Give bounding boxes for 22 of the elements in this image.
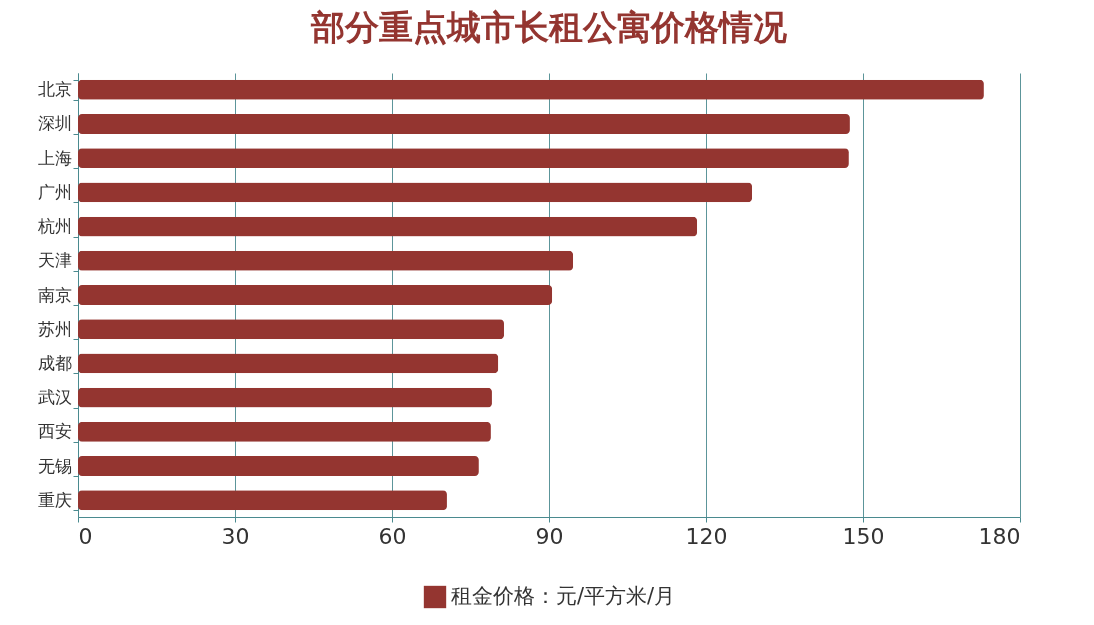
y-tick-label: 深圳 bbox=[37, 113, 72, 134]
y-tick-label: 南京 bbox=[37, 284, 72, 305]
y-tick-label: 苏州 bbox=[37, 318, 72, 339]
y-tick-label: 武汉 bbox=[37, 387, 72, 408]
x-tick-label: 0 bbox=[78, 523, 93, 549]
x-tick-label: 30 bbox=[221, 523, 250, 549]
x-tick-label: 60 bbox=[378, 523, 407, 549]
y-tick-label: 北京 bbox=[37, 79, 72, 100]
x-tick-label: 90 bbox=[535, 523, 564, 549]
y-tick-label: 广州 bbox=[37, 181, 72, 202]
y-tick-label: 西安 bbox=[37, 421, 72, 442]
y-tick-label: 成都 bbox=[37, 352, 72, 373]
y-tick-label: 重庆 bbox=[37, 489, 72, 510]
x-tick-label: 150 bbox=[842, 523, 885, 549]
x-tick-label: 180 bbox=[978, 523, 1021, 549]
y-tick-label: 天津 bbox=[37, 250, 72, 271]
y-tick-label: 无锡 bbox=[37, 455, 72, 476]
y-tick-label: 上海 bbox=[37, 147, 72, 168]
x-tick-label: 120 bbox=[685, 523, 728, 549]
y-tick-label: 杭州 bbox=[36, 216, 72, 237]
legend-label: 租金价格：元/平方米/月 bbox=[451, 584, 676, 608]
chart-title: 部分重点城市长租公寓价格情况 bbox=[310, 7, 788, 47]
